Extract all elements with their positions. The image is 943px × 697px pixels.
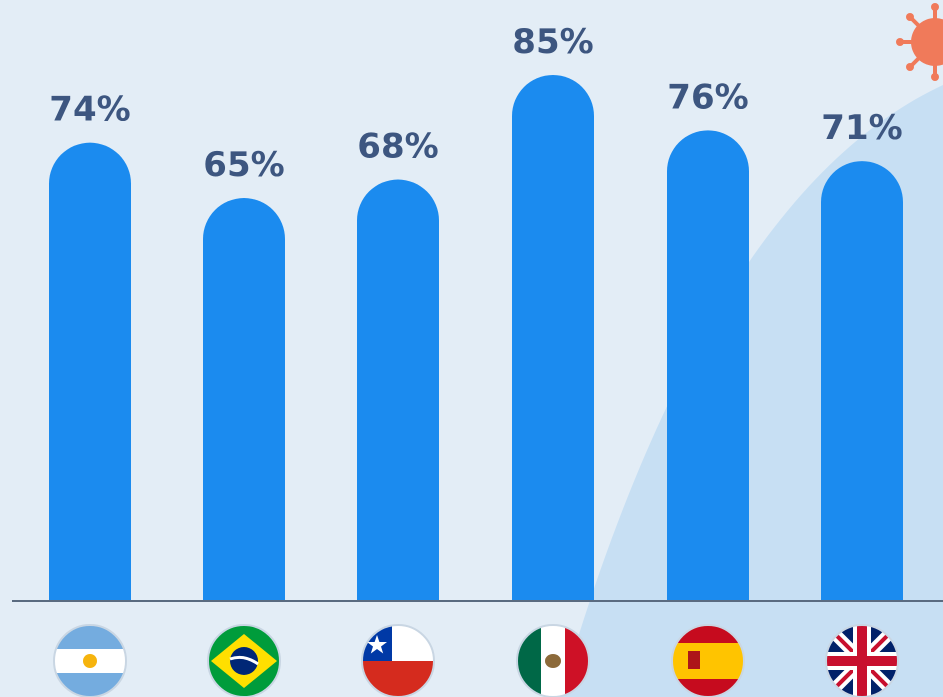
bar-united-kingdom <box>821 161 903 601</box>
bar-spain <box>667 130 749 601</box>
bars-group <box>49 75 903 602</box>
bar-chile <box>356 179 439 601</box>
bar-mexico <box>512 75 594 601</box>
data-label-brazil: 65% <box>203 145 284 185</box>
brazil-flag-icon <box>207 624 281 697</box>
argentina-flag-icon <box>53 624 127 697</box>
bar-brazil <box>203 198 285 601</box>
virus-icon <box>896 3 943 81</box>
data-label-mexico: 85% <box>512 22 593 62</box>
data-label-spain: 76% <box>667 77 748 117</box>
data-label-united-kingdom: 71% <box>821 108 902 148</box>
spain-flag-icon <box>671 624 745 697</box>
uk-flag-icon <box>825 624 899 697</box>
mexico-flag-icon <box>516 624 590 697</box>
chile-flag-icon <box>361 624 435 697</box>
data-label-argentina: 74% <box>49 90 130 130</box>
bar-argentina <box>49 142 131 602</box>
data-labels-group: 74% 65% 68% 85% 76% 71% <box>49 22 902 185</box>
data-label-chile: 68% <box>357 127 438 167</box>
